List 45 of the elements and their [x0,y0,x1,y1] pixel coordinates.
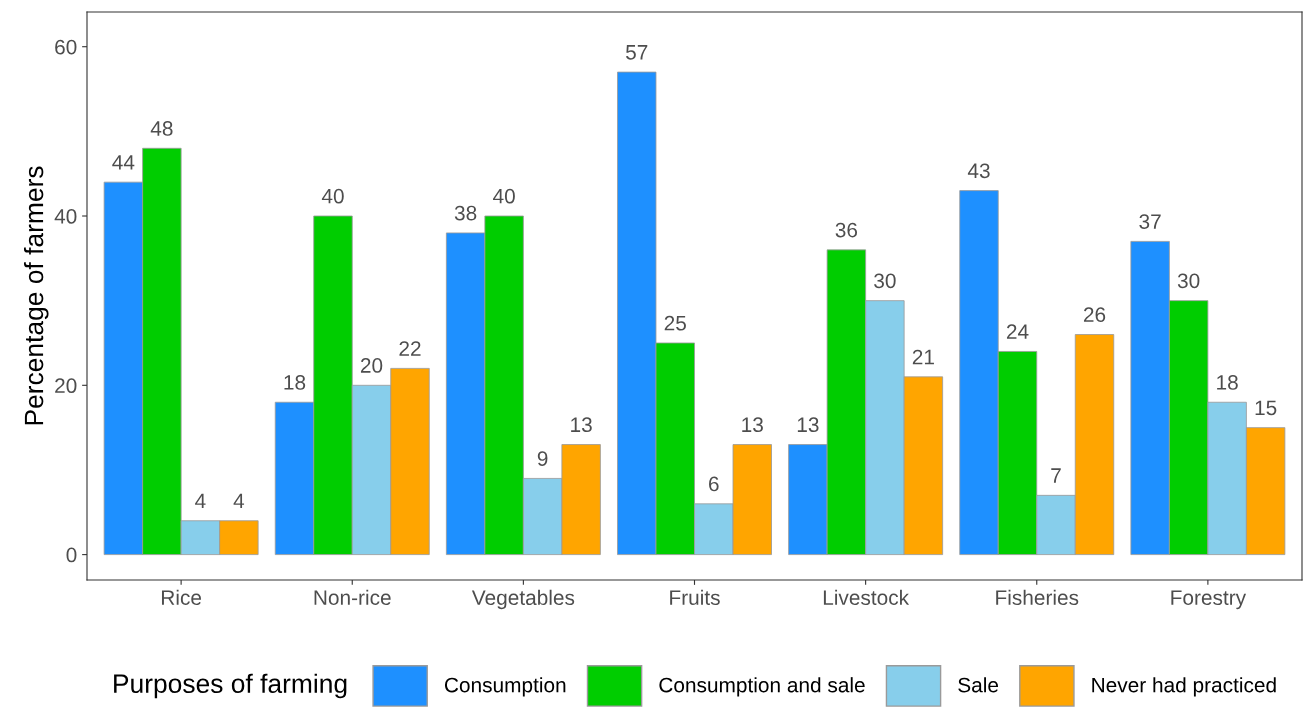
data-label: 18 [284,375,306,390]
data-label: 13 [797,417,819,433]
legend-label: Consumption and sale [659,677,865,697]
data-label: 36 [835,222,858,238]
data-label: 24 [1006,324,1029,339]
legend-title: Purposes of farming [114,673,347,699]
data-label: 44 [112,155,135,170]
data-label: 25 [664,315,686,331]
data-label: 30 [874,273,896,289]
y-tick-label: 40 [54,209,77,224]
data-label: 40 [493,188,515,204]
legend-label: Never had practiced [1092,677,1276,697]
x-tick-label: Livestock [823,589,910,606]
data-label: 48 [150,121,173,136]
data-label: 43 [967,163,990,179]
data-label: 4 [233,493,245,509]
data-label: 38 [454,205,477,221]
legend-label: Sale [958,677,999,693]
x-tick-label: Fisheries [996,589,1079,606]
data-label: 30 [1177,273,1200,289]
data-label: 9 [537,451,548,466]
x-tick-label: Rice [161,589,202,606]
data-label: 21 [912,349,934,365]
data-label: 40 [321,188,344,204]
data-label: 57 [625,45,648,60]
x-tick-label: Forestry [1171,590,1247,610]
x-tick-label: Vegetables [471,589,575,610]
data-label: 18 [1217,375,1238,390]
data-label: 13 [742,417,763,433]
data-label: 4 [195,493,206,509]
data-label: 22 [399,341,421,356]
y-axis-title: Percentage of farmers [23,166,49,425]
y-tick-label: 60 [55,39,77,55]
x-tick-label: Non-rice [314,589,391,606]
data-label: 13 [571,417,592,433]
data-label: 20 [360,358,383,373]
x-tick-label: Fruits [670,589,720,606]
y-tick-label: 0 [66,547,77,563]
data-label: 15 [1255,400,1277,416]
legend-label: Consumption [444,677,566,697]
data-label: 6 [709,476,719,492]
data-label: 7 [1051,468,1061,483]
data-label: 37 [1139,214,1161,229]
y-tick-label: 20 [55,378,77,394]
data-label: 26 [1083,307,1106,323]
